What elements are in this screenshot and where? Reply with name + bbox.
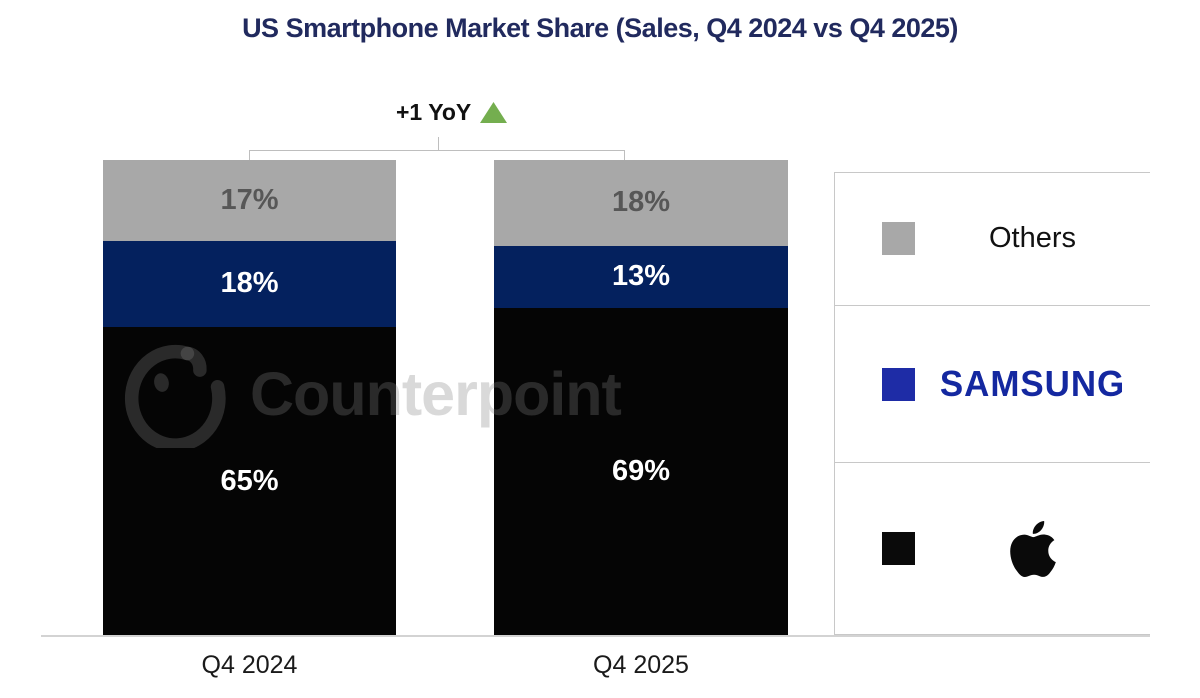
segment-value-label: 17% [220,183,279,216]
bracket-mid-tick [438,137,439,151]
bar-segment-apple: 69% [494,307,788,636]
segment-value-label: 13% [611,260,671,293]
legend-swatch-samsung [882,367,915,401]
legend-row-samsung: SAMSUNG [835,304,1150,463]
bar-segment-samsung: 18% [103,240,396,327]
x-axis-line [41,635,1150,637]
bar-q4-2025: 18% 13% 69% [494,160,788,636]
segment-value-label: 18% [220,267,279,300]
segment-value-label: 18% [611,186,671,219]
up-triangle-icon [480,102,508,123]
yoy-label: +1 YoY [396,99,472,125]
bracket-line [249,150,625,151]
bracket-left-tick [249,150,250,161]
others-label: Others [988,222,1077,255]
yoy-annotation: +1 YoY [396,99,508,126]
bar-segment-others: 17% [103,160,396,241]
legend-swatch-apple [882,532,915,566]
bar-q4-2024: 17% 18% 65% [103,160,396,636]
segment-value-label: 69% [611,455,671,488]
x-label-q4-2025: Q4 2025 [593,651,689,679]
bar-segment-samsung: 13% [494,245,788,308]
x-label-q4-2024: Q4 2024 [201,651,298,679]
legend-swatch-others [882,222,915,256]
segment-value-label: 65% [220,464,279,497]
legend-card: Others SAMSUNG [834,172,1150,635]
bracket-right-tick [624,150,625,161]
samsung-wordmark: SAMSUNG [939,363,1126,405]
legend-row-apple [835,462,1150,634]
bar-segment-others: 18% [494,160,788,246]
chart-title: US Smartphone Market Share (Sales, Q4 20… [242,13,958,43]
legend-row-others: Others [835,172,1150,305]
bar-segment-apple: 65% [103,326,396,636]
apple-logo-icon [1009,520,1056,577]
